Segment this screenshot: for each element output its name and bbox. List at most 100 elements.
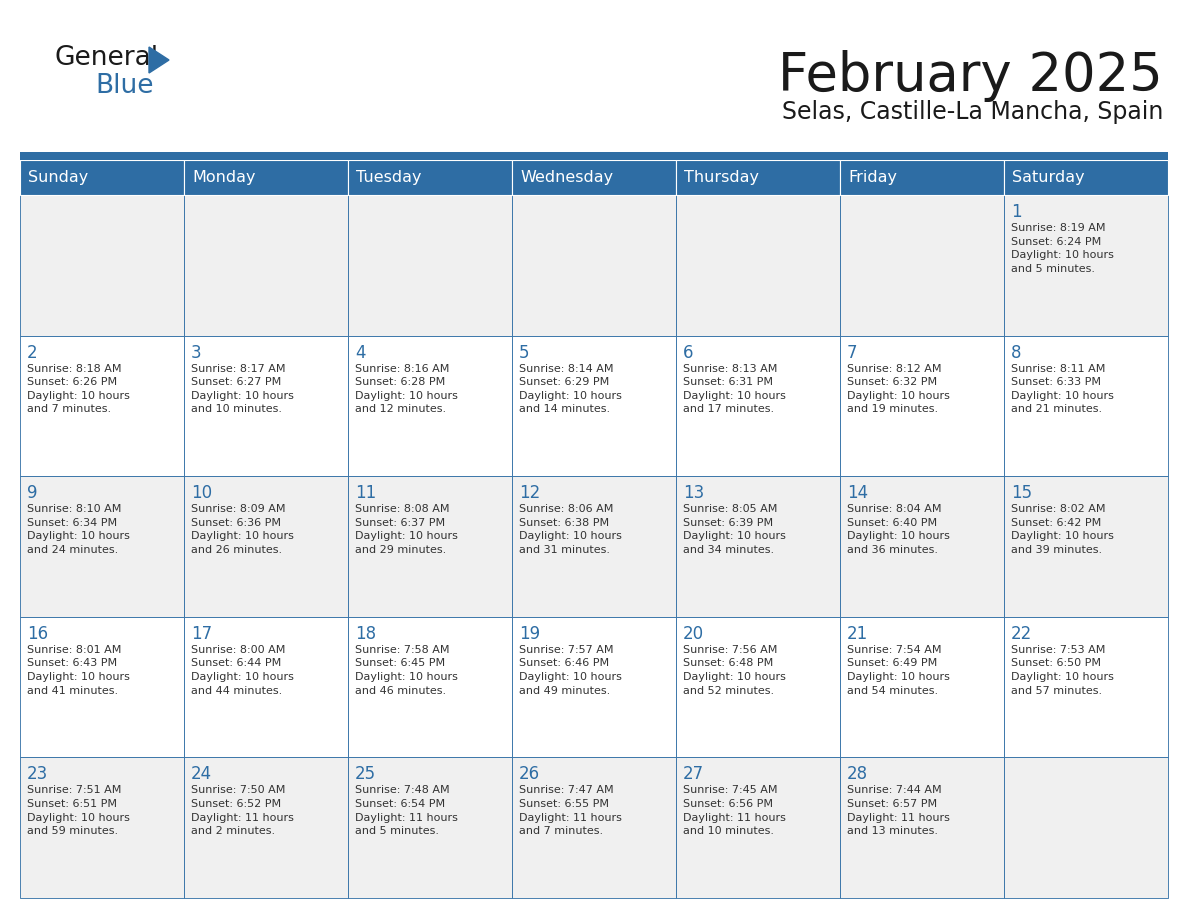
- Text: Sunrise: 8:13 AM
Sunset: 6:31 PM
Daylight: 10 hours
and 17 minutes.: Sunrise: 8:13 AM Sunset: 6:31 PM Dayligh…: [683, 364, 786, 414]
- Text: Tuesday: Tuesday: [356, 170, 422, 185]
- Text: 28: 28: [847, 766, 868, 783]
- Text: 3: 3: [191, 343, 202, 362]
- Text: 13: 13: [683, 484, 704, 502]
- Bar: [676, 195, 840, 336]
- Text: 7: 7: [847, 343, 858, 362]
- Bar: [512, 160, 676, 195]
- Text: 2: 2: [27, 343, 38, 362]
- Text: 11: 11: [355, 484, 377, 502]
- Text: Sunrise: 8:00 AM
Sunset: 6:44 PM
Daylight: 10 hours
and 44 minutes.: Sunrise: 8:00 AM Sunset: 6:44 PM Dayligh…: [191, 644, 293, 696]
- Text: Thursday: Thursday: [684, 170, 759, 185]
- Text: Sunrise: 7:57 AM
Sunset: 6:46 PM
Daylight: 10 hours
and 49 minutes.: Sunrise: 7:57 AM Sunset: 6:46 PM Dayligh…: [519, 644, 621, 696]
- Text: Sunrise: 8:19 AM
Sunset: 6:24 PM
Daylight: 10 hours
and 5 minutes.: Sunrise: 8:19 AM Sunset: 6:24 PM Dayligh…: [1011, 223, 1114, 274]
- Text: Sunrise: 8:16 AM
Sunset: 6:28 PM
Daylight: 10 hours
and 12 minutes.: Sunrise: 8:16 AM Sunset: 6:28 PM Dayligh…: [355, 364, 457, 414]
- Text: Sunday: Sunday: [29, 170, 88, 185]
- Text: 20: 20: [683, 625, 704, 643]
- Text: 18: 18: [355, 625, 377, 643]
- Text: Saturday: Saturday: [1012, 170, 1085, 185]
- Text: 6: 6: [683, 343, 694, 362]
- Text: Sunrise: 8:18 AM
Sunset: 6:26 PM
Daylight: 10 hours
and 7 minutes.: Sunrise: 8:18 AM Sunset: 6:26 PM Dayligh…: [27, 364, 129, 414]
- Bar: [184, 476, 348, 617]
- Bar: [1004, 195, 1168, 336]
- Text: Sunrise: 8:02 AM
Sunset: 6:42 PM
Daylight: 10 hours
and 39 minutes.: Sunrise: 8:02 AM Sunset: 6:42 PM Dayligh…: [1011, 504, 1114, 555]
- Text: General: General: [55, 45, 159, 71]
- Text: Sunrise: 8:09 AM
Sunset: 6:36 PM
Daylight: 10 hours
and 26 minutes.: Sunrise: 8:09 AM Sunset: 6:36 PM Dayligh…: [191, 504, 293, 555]
- Text: 23: 23: [27, 766, 49, 783]
- Bar: [348, 476, 512, 617]
- Text: 10: 10: [191, 484, 213, 502]
- Bar: [184, 336, 348, 476]
- Bar: [512, 757, 676, 898]
- Text: Sunrise: 8:06 AM
Sunset: 6:38 PM
Daylight: 10 hours
and 31 minutes.: Sunrise: 8:06 AM Sunset: 6:38 PM Dayligh…: [519, 504, 621, 555]
- Bar: [348, 757, 512, 898]
- Text: Sunrise: 7:50 AM
Sunset: 6:52 PM
Daylight: 11 hours
and 2 minutes.: Sunrise: 7:50 AM Sunset: 6:52 PM Dayligh…: [191, 786, 293, 836]
- Bar: [1004, 336, 1168, 476]
- Bar: [1004, 160, 1168, 195]
- Bar: [840, 336, 1004, 476]
- Text: Blue: Blue: [95, 73, 153, 99]
- Text: 19: 19: [519, 625, 541, 643]
- Text: Sunrise: 7:53 AM
Sunset: 6:50 PM
Daylight: 10 hours
and 57 minutes.: Sunrise: 7:53 AM Sunset: 6:50 PM Dayligh…: [1011, 644, 1114, 696]
- Bar: [348, 617, 512, 757]
- Bar: [20, 757, 184, 898]
- Bar: [676, 160, 840, 195]
- Text: Sunrise: 7:44 AM
Sunset: 6:57 PM
Daylight: 11 hours
and 13 minutes.: Sunrise: 7:44 AM Sunset: 6:57 PM Dayligh…: [847, 786, 950, 836]
- Bar: [184, 160, 348, 195]
- Text: Monday: Monday: [192, 170, 255, 185]
- Bar: [20, 152, 1168, 160]
- Bar: [1004, 757, 1168, 898]
- Bar: [840, 617, 1004, 757]
- Bar: [1004, 476, 1168, 617]
- Bar: [20, 617, 184, 757]
- Text: Sunrise: 8:05 AM
Sunset: 6:39 PM
Daylight: 10 hours
and 34 minutes.: Sunrise: 8:05 AM Sunset: 6:39 PM Dayligh…: [683, 504, 786, 555]
- Bar: [20, 160, 184, 195]
- Text: Sunrise: 7:58 AM
Sunset: 6:45 PM
Daylight: 10 hours
and 46 minutes.: Sunrise: 7:58 AM Sunset: 6:45 PM Dayligh…: [355, 644, 457, 696]
- Bar: [512, 617, 676, 757]
- Polygon shape: [148, 47, 169, 73]
- Bar: [20, 336, 184, 476]
- Text: Sunrise: 7:47 AM
Sunset: 6:55 PM
Daylight: 11 hours
and 7 minutes.: Sunrise: 7:47 AM Sunset: 6:55 PM Dayligh…: [519, 786, 621, 836]
- Text: Friday: Friday: [848, 170, 897, 185]
- Text: Sunrise: 7:48 AM
Sunset: 6:54 PM
Daylight: 11 hours
and 5 minutes.: Sunrise: 7:48 AM Sunset: 6:54 PM Dayligh…: [355, 786, 457, 836]
- Text: Sunrise: 8:17 AM
Sunset: 6:27 PM
Daylight: 10 hours
and 10 minutes.: Sunrise: 8:17 AM Sunset: 6:27 PM Dayligh…: [191, 364, 293, 414]
- Text: 16: 16: [27, 625, 49, 643]
- Bar: [676, 617, 840, 757]
- Bar: [676, 757, 840, 898]
- Text: 8: 8: [1011, 343, 1022, 362]
- Bar: [512, 195, 676, 336]
- Text: 1: 1: [1011, 203, 1022, 221]
- Bar: [512, 476, 676, 617]
- Text: Wednesday: Wednesday: [520, 170, 613, 185]
- Text: 26: 26: [519, 766, 541, 783]
- Text: Sunrise: 8:10 AM
Sunset: 6:34 PM
Daylight: 10 hours
and 24 minutes.: Sunrise: 8:10 AM Sunset: 6:34 PM Dayligh…: [27, 504, 129, 555]
- Bar: [184, 757, 348, 898]
- Text: Sunrise: 7:54 AM
Sunset: 6:49 PM
Daylight: 10 hours
and 54 minutes.: Sunrise: 7:54 AM Sunset: 6:49 PM Dayligh…: [847, 644, 950, 696]
- Text: Sunrise: 7:56 AM
Sunset: 6:48 PM
Daylight: 10 hours
and 52 minutes.: Sunrise: 7:56 AM Sunset: 6:48 PM Dayligh…: [683, 644, 786, 696]
- Bar: [676, 476, 840, 617]
- Text: Sunrise: 8:08 AM
Sunset: 6:37 PM
Daylight: 10 hours
and 29 minutes.: Sunrise: 8:08 AM Sunset: 6:37 PM Dayligh…: [355, 504, 457, 555]
- Text: 17: 17: [191, 625, 213, 643]
- Text: 12: 12: [519, 484, 541, 502]
- Text: 25: 25: [355, 766, 377, 783]
- Text: 9: 9: [27, 484, 38, 502]
- Text: 4: 4: [355, 343, 366, 362]
- Text: 14: 14: [847, 484, 868, 502]
- Text: 5: 5: [519, 343, 530, 362]
- Text: 22: 22: [1011, 625, 1032, 643]
- Text: Sunrise: 8:12 AM
Sunset: 6:32 PM
Daylight: 10 hours
and 19 minutes.: Sunrise: 8:12 AM Sunset: 6:32 PM Dayligh…: [847, 364, 950, 414]
- Bar: [20, 476, 184, 617]
- Bar: [840, 195, 1004, 336]
- Text: Sunrise: 8:14 AM
Sunset: 6:29 PM
Daylight: 10 hours
and 14 minutes.: Sunrise: 8:14 AM Sunset: 6:29 PM Dayligh…: [519, 364, 621, 414]
- Text: Sunrise: 8:04 AM
Sunset: 6:40 PM
Daylight: 10 hours
and 36 minutes.: Sunrise: 8:04 AM Sunset: 6:40 PM Dayligh…: [847, 504, 950, 555]
- Bar: [512, 336, 676, 476]
- Bar: [840, 160, 1004, 195]
- Bar: [184, 195, 348, 336]
- Text: 15: 15: [1011, 484, 1032, 502]
- Text: Sunrise: 7:51 AM
Sunset: 6:51 PM
Daylight: 10 hours
and 59 minutes.: Sunrise: 7:51 AM Sunset: 6:51 PM Dayligh…: [27, 786, 129, 836]
- Text: Sunrise: 8:01 AM
Sunset: 6:43 PM
Daylight: 10 hours
and 41 minutes.: Sunrise: 8:01 AM Sunset: 6:43 PM Dayligh…: [27, 644, 129, 696]
- Bar: [676, 336, 840, 476]
- Bar: [1004, 617, 1168, 757]
- Bar: [840, 757, 1004, 898]
- Text: 21: 21: [847, 625, 868, 643]
- Text: Selas, Castille-La Mancha, Spain: Selas, Castille-La Mancha, Spain: [782, 100, 1163, 124]
